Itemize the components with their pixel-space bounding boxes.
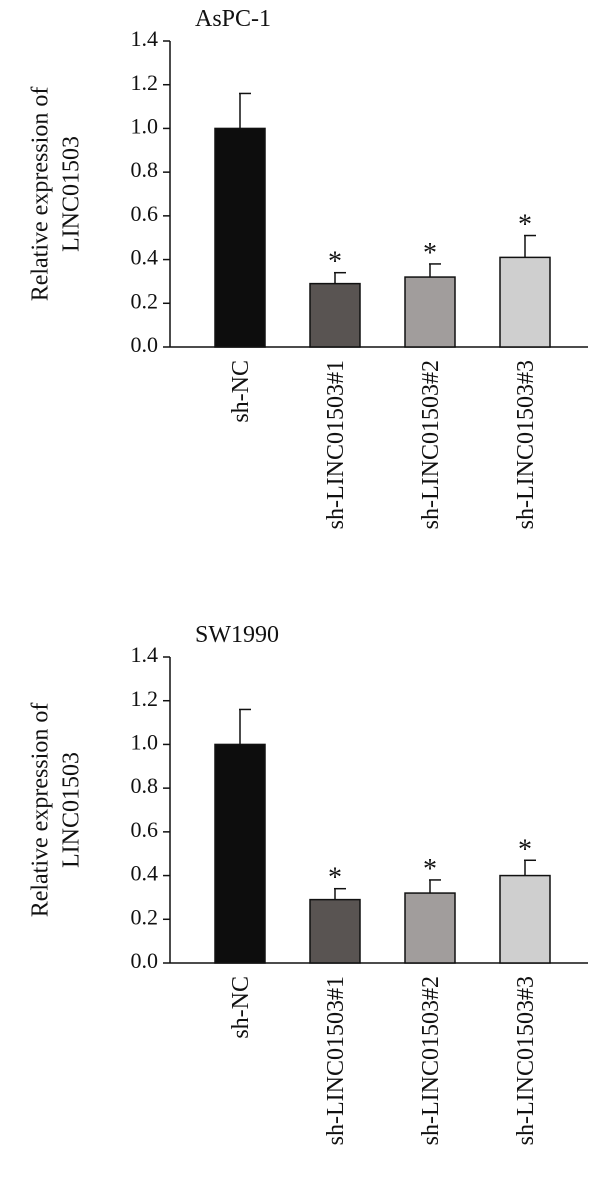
x-tick-label: sh-NC xyxy=(228,976,254,1039)
x-tick-label: sh-LINC01503#3 xyxy=(513,976,539,1145)
significance-mark: * xyxy=(518,210,532,241)
y-axis-label: Relative expression of xyxy=(28,87,54,302)
x-tick-label: sh-LINC01503#2 xyxy=(418,360,444,529)
bar xyxy=(404,276,456,348)
x-tick-label: sh-LINC01503#1 xyxy=(323,360,349,529)
x-tick-label: sh-LINC01503#3 xyxy=(513,360,539,529)
y-tick-label: 1.0 xyxy=(131,113,159,138)
significance-mark: * xyxy=(518,834,532,865)
significance-mark: * xyxy=(423,238,437,269)
x-tick-label: sh-LINC01503#2 xyxy=(418,976,444,1145)
bar xyxy=(214,127,266,348)
chart-aspc1: AsPC-1 Relative expression of LINC01503 0.0… xyxy=(28,6,588,529)
y-tick-label: 0.6 xyxy=(131,201,159,226)
y-tick-label: 0.4 xyxy=(131,861,159,886)
y-tick-label: 0.0 xyxy=(131,948,159,973)
bar xyxy=(309,898,361,964)
bar xyxy=(214,743,266,964)
y-tick-label: 0.4 xyxy=(131,245,159,270)
bar xyxy=(309,282,361,348)
y-tick-label: 1.0 xyxy=(131,729,159,754)
y-tick-label: 1.2 xyxy=(131,70,159,95)
x-tick-label: sh-LINC01503#1 xyxy=(323,976,349,1145)
y-tick-label: 0.2 xyxy=(131,904,159,929)
y-tick-label: 1.2 xyxy=(131,686,159,711)
y-axis-label: Relative expression of xyxy=(28,703,54,918)
y-tick-label: 0.6 xyxy=(131,817,159,842)
bar xyxy=(404,892,456,964)
y-tick-label: 0.2 xyxy=(131,288,159,313)
significance-mark: * xyxy=(328,247,342,278)
chart-sw1990: SW1990 Relative expression of LINC01503 0.0… xyxy=(28,622,588,1145)
y-tick-label: 1.4 xyxy=(131,26,159,51)
significance-mark: * xyxy=(423,854,437,885)
chart-title: SW1990 xyxy=(195,622,279,648)
y-tick-label: 0.8 xyxy=(131,773,159,798)
bar xyxy=(499,256,551,348)
y-axis-label: LINC01503 xyxy=(59,136,85,252)
significance-mark: * xyxy=(328,863,342,894)
y-axis-label: LINC01503 xyxy=(59,752,85,868)
chart-title: AsPC-1 xyxy=(195,6,271,32)
y-tick-label: 0.8 xyxy=(131,157,159,182)
x-tick-label: sh-NC xyxy=(228,360,254,423)
y-tick-label: 1.4 xyxy=(131,642,159,667)
bar xyxy=(499,874,551,964)
y-tick-label: 0.0 xyxy=(131,332,159,357)
